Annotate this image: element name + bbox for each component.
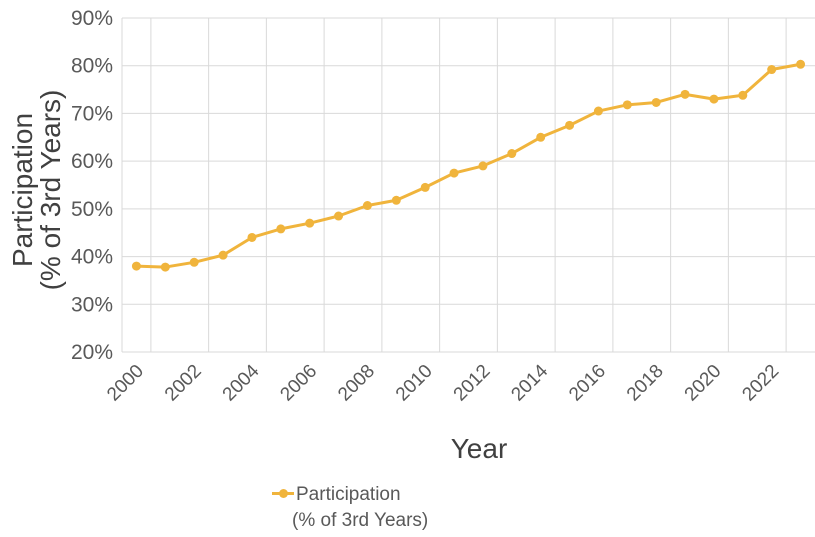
data-point xyxy=(593,106,603,116)
y-tick-label: 20% xyxy=(71,341,113,364)
x-tick-label: 2020 xyxy=(681,361,726,406)
series-line xyxy=(136,62,801,269)
data-point xyxy=(796,59,806,69)
y-axis-ticks: 20% 30% 40% 50% 60% 70% 80% 90% xyxy=(71,7,113,364)
y-tick-label: 40% xyxy=(71,246,113,269)
legend-label-line1: Participation xyxy=(296,484,401,505)
data-point xyxy=(449,168,459,178)
data-point xyxy=(738,90,748,100)
legend-marker xyxy=(279,489,288,498)
data-point xyxy=(622,100,632,110)
data-point xyxy=(218,250,228,260)
y-axis-title-line2: (% of 3rd Years) xyxy=(35,90,66,291)
data-point xyxy=(680,89,690,99)
x-tick-label: 2002 xyxy=(161,361,206,406)
y-axis-title: Participation (% of 3rd Years) xyxy=(7,90,66,291)
data-point xyxy=(131,261,141,271)
y-tick-label: 30% xyxy=(71,293,113,316)
data-point xyxy=(247,232,257,242)
x-tick-label: 2014 xyxy=(507,360,552,405)
data-point xyxy=(276,224,286,234)
data-point xyxy=(334,211,344,221)
y-axis-title-line1: Participation xyxy=(7,113,38,267)
data-point xyxy=(420,182,430,192)
data-point xyxy=(305,218,315,228)
x-tick-label: 2006 xyxy=(276,361,321,406)
x-tick-label: 2004 xyxy=(219,360,264,405)
x-axis-title: Year xyxy=(451,433,508,464)
y-tick-label: 60% xyxy=(71,150,113,173)
data-point xyxy=(478,161,488,171)
data-point xyxy=(767,65,777,75)
data-point xyxy=(362,201,372,211)
data-point xyxy=(507,149,517,159)
data-point xyxy=(536,132,546,142)
series-participation xyxy=(131,59,806,272)
y-tick-label: 70% xyxy=(71,102,113,125)
data-point xyxy=(160,262,170,272)
x-tick-label: 2008 xyxy=(334,361,379,406)
x-tick-label: 2000 xyxy=(103,361,148,406)
x-tick-label: 2010 xyxy=(392,361,437,406)
data-point xyxy=(709,94,719,104)
gridlines xyxy=(121,17,815,353)
y-tick-label: 80% xyxy=(71,55,113,78)
x-tick-label: 2022 xyxy=(738,361,783,406)
y-tick-label: 90% xyxy=(71,7,113,30)
data-point xyxy=(565,120,575,130)
x-axis-ticks: 2000 2002 2004 2006 2008 2010 2012 2014 2016 2018… xyxy=(103,360,783,405)
y-tick-label: 50% xyxy=(71,198,113,221)
x-tick-label: 2018 xyxy=(623,361,668,406)
x-tick-label: 2016 xyxy=(565,361,610,406)
data-point xyxy=(391,195,401,205)
data-point xyxy=(651,97,661,107)
x-tick-label: 2012 xyxy=(450,361,495,406)
data-point xyxy=(189,257,199,267)
legend-label-line2: (% of 3rd Years) xyxy=(292,510,429,531)
legend-label: Participation (% of 3rd Years) xyxy=(292,482,428,534)
